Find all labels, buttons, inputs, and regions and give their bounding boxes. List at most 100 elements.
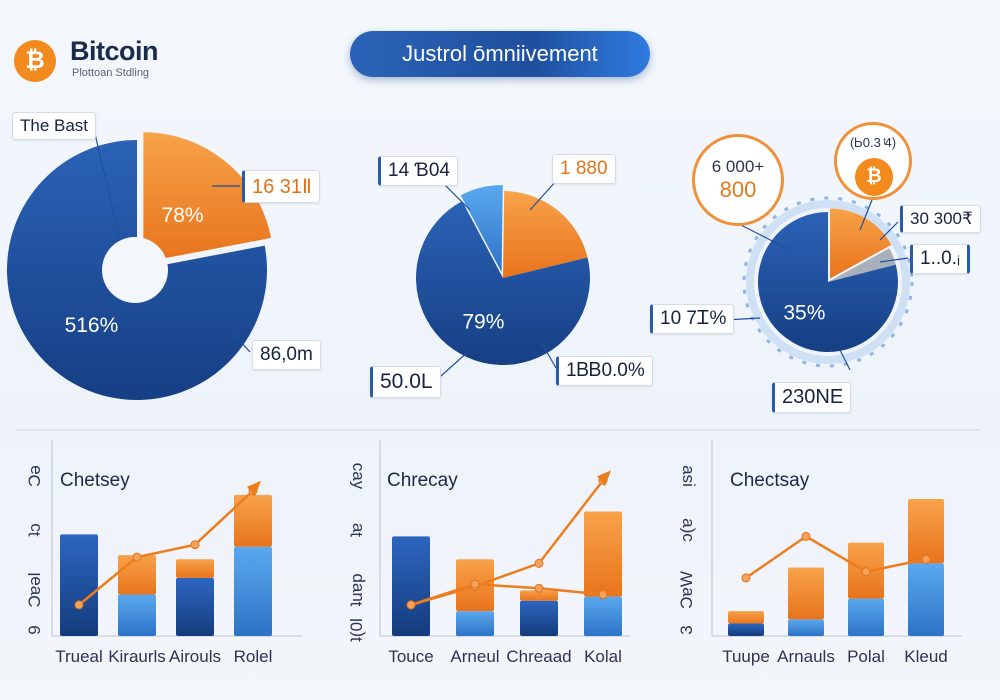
bar3-trend-line — [745, 534, 927, 579]
bar1-x-label-1: Trueal — [55, 647, 103, 666]
small-bitcoin-glyph: ₿ — [866, 166, 882, 187]
bar2-title: Chrecay — [387, 470, 458, 491]
bitcoin-glyph: ₿ — [25, 47, 45, 74]
pie3-ring-ticks — [742, 196, 914, 368]
pie3-callout-bottom: 230NE — [772, 382, 852, 413]
pie2-slice-2 — [503, 191, 588, 278]
page-title: Justrol ōmniivement — [350, 31, 650, 77]
bar3-x-label-4: Kleud — [904, 647, 947, 666]
bar2-bar-3-top — [520, 590, 558, 601]
bar1-y-tick-1: Ɔǝ — [25, 465, 44, 487]
bar3-bar-1-top — [728, 611, 764, 624]
bar2-x-label-4: Kolal — [584, 647, 622, 666]
bar3-x-label-1: Tuupe — [722, 647, 770, 666]
pie3-callout-right-2: 1..0.ᵢ — [910, 244, 970, 274]
bar1-y-tick-3: Ɔɐǝl — [25, 573, 44, 608]
bar2-trend-line-2-point-3 — [534, 583, 544, 593]
bar1-x-label-4: Rolel — [234, 647, 273, 666]
bar3-title: Chectsay — [730, 470, 810, 491]
leader-line-13 — [839, 349, 851, 371]
pie3-slice-label-3: 35% — [783, 301, 825, 324]
bar2-trend-line-2-point-1 — [406, 600, 416, 610]
leader-line-10 — [879, 221, 899, 241]
bar2-y-tick-2: ʇɐ — [347, 523, 366, 537]
bar3-y-tick-4: 3 — [677, 625, 696, 634]
bar3-trend-line-point-3 — [861, 567, 871, 577]
pie2-callout-bottom-left: 50.0L — [370, 366, 441, 398]
pie3-callout-left: 10 7Ꮖ% — [650, 304, 735, 334]
bar3-bar-4-top — [908, 499, 944, 564]
pie3-slice-3 — [758, 211, 898, 352]
pie1-slice-label-2: 516% — [65, 314, 119, 337]
bar2-y-tick-4: ʇ(0l — [347, 618, 366, 642]
bar3-bar-2-top — [788, 567, 824, 620]
bar1-trend-line-arrowhead — [247, 480, 261, 497]
bar1-x-label-2: Kiraurls — [108, 647, 166, 666]
bar1-bar-4-base — [234, 546, 272, 636]
pie3-ring-left-top: 6 000+ — [711, 157, 765, 176]
bar2-x-label-1: Touce — [388, 647, 433, 666]
bar2-x-label-2: Arneul — [450, 647, 499, 666]
bar2-bar-2-base — [456, 611, 494, 636]
leader-line-9 — [859, 199, 873, 231]
bar1-bar-1-base — [60, 534, 98, 636]
pie3-ring-left: 6 000+ 800 — [692, 134, 784, 226]
pie2-callout-top-right: 1 880 — [552, 154, 616, 184]
bar2-trend-line-2 — [410, 582, 604, 607]
bar2-bar-4-top — [584, 511, 622, 597]
bar3-x-label-3: Polal — [847, 647, 885, 666]
bar2-y-tick-3: ʇuɐp — [347, 573, 366, 606]
bar1-trend-line — [78, 489, 254, 606]
leader-line-6 — [529, 179, 558, 211]
bitcoin-icon: ₿ — [14, 40, 56, 82]
bar3-bar-2-base — [788, 619, 824, 636]
pie2-slice-1 — [460, 185, 503, 273]
leader-line-7 — [539, 339, 557, 369]
bar3-y-tick-3: ƆɐW — [677, 571, 696, 609]
bar2-trend-line-point-3 — [534, 558, 544, 568]
leader-line-8 — [734, 221, 791, 251]
brand-subtitle: Plottoan Stdling — [72, 67, 150, 79]
pie3-slice-1 — [830, 208, 892, 279]
bar1-bar-2-base — [118, 594, 156, 636]
pie1-callout-bottom-right: 86,0m — [252, 340, 321, 370]
bar2-bar-3-base — [520, 600, 558, 636]
pie2-slice-3 — [416, 201, 591, 365]
bar1-y-tick-2: ʇɔ — [25, 523, 44, 536]
bar3-y-tick-2: ɔ(ɐ — [677, 518, 696, 542]
pie2-slice-label-3: 79% — [462, 311, 504, 334]
bar3-bar-1-base — [728, 623, 764, 636]
leader-line-3 — [229, 329, 251, 353]
bar3-bar-4-base — [908, 563, 944, 636]
bar3-x-label-2: Arnauls — [777, 647, 835, 666]
pie1-callout-top-right: 16 31Ⅱ — [242, 170, 320, 203]
bar1-bar-3-top — [176, 559, 214, 578]
bar1-x-label-3: Airouls — [169, 647, 221, 666]
pie1-slice-1 — [143, 132, 272, 263]
bar1-y-tick-4: 9 — [25, 625, 44, 634]
bar2-bar-1-base — [392, 536, 430, 636]
leader-line-11 — [879, 257, 909, 263]
pie3-ring-right-top: (Ꮟ0.3 ͭ4) — [849, 135, 897, 150]
bar2-x-label-3: Chreaad — [506, 647, 571, 666]
bar3-bar-3-base — [848, 598, 884, 636]
pie1-donut-hole — [102, 237, 168, 303]
small-bitcoin-icon: ₿ — [855, 158, 893, 196]
bar1-bar-4-top — [234, 494, 272, 547]
bar3-trend-line-point-4 — [921, 554, 931, 564]
bar3-y-tick-1: ᴉsɐ — [677, 465, 696, 487]
pie3-ring-left-bottom: 800 — [719, 177, 757, 202]
bar1-trend-line-point-2 — [132, 552, 142, 562]
bar1-trend-line-point-3 — [190, 540, 200, 550]
bar1-title: Chetsey — [60, 470, 130, 491]
bar2-trend-line-arrowhead — [597, 470, 611, 487]
leader-line-1 — [94, 133, 121, 241]
bar2-trend-line-2-point-2 — [470, 579, 480, 589]
bar2-trend-line-2-point-4 — [598, 590, 608, 599]
bar1-bar-3-base — [176, 577, 214, 636]
pie3-ring-band — [746, 200, 910, 364]
bar2-bar-4-base — [584, 596, 622, 636]
pie2-callout-top-left: 14 Ɓ04 — [378, 156, 458, 186]
pie3-callout-right-1: 30 300₹ — [900, 205, 981, 233]
